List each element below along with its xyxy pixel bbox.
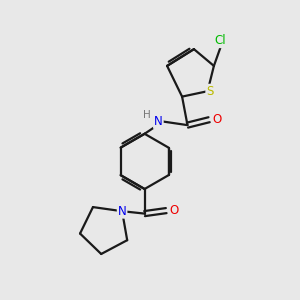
Text: O: O: [212, 113, 221, 126]
Text: N: N: [118, 205, 127, 218]
Text: Cl: Cl: [215, 34, 226, 47]
Text: N: N: [154, 115, 163, 128]
Text: S: S: [206, 85, 214, 98]
Text: O: O: [169, 204, 178, 217]
Text: H: H: [143, 110, 151, 120]
